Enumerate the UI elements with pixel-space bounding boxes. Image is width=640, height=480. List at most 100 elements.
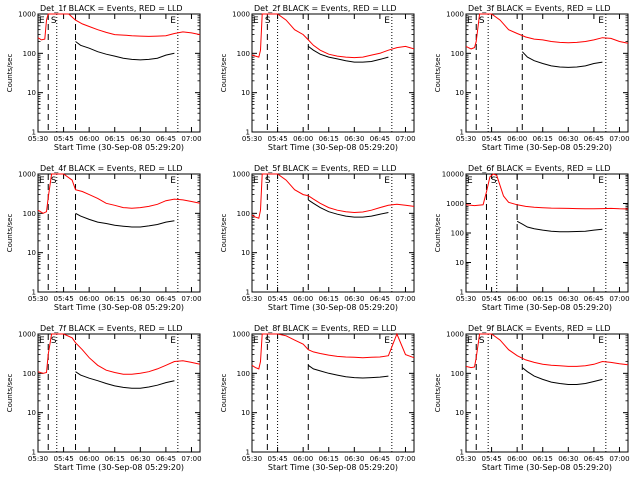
- y-tick-label: 10000: [442, 171, 464, 179]
- flag-label-s: S: [265, 336, 271, 346]
- y-tick-label: 1000: [232, 331, 250, 339]
- panel-7: Det_7f BLACK = Events, RED = LLD 1 10 100 10…: [6, 324, 202, 472]
- x-tick-label: 06:45: [370, 455, 390, 463]
- panel-2: Det_2f BLACK = Events, RED = LLD 1 10 100 10…: [220, 4, 416, 152]
- lld-series-line: [251, 332, 415, 370]
- x-tick-label: 05:45: [267, 455, 287, 463]
- y-axis-label: Counts/sec: [220, 214, 228, 253]
- lld-series-line: [465, 13, 629, 50]
- x-tick-label: 06:00: [79, 455, 99, 463]
- panel-1: Det_1f BLACK = Events, RED = LLD 1 10 100 10…: [6, 4, 202, 152]
- flag-label-s: S: [491, 176, 497, 186]
- y-tick-label: 10: [241, 249, 250, 257]
- x-tick-label: 07:00: [181, 295, 201, 303]
- y-tick-label: 10: [455, 259, 464, 267]
- y-axis-label: Counts/sec: [434, 374, 442, 413]
- y-tick-label: 10: [27, 409, 36, 417]
- y-tick-label: 100: [451, 50, 464, 58]
- y-axis-label: Counts/sec: [220, 374, 228, 413]
- lld-series-line: [37, 13, 201, 41]
- flag-label-e: E: [384, 16, 390, 26]
- x-tick-label: 05:30: [28, 135, 48, 143]
- x-tick-label: 06:30: [130, 455, 150, 463]
- panel-title: Det_9f BLACK = Events, RED = LLD: [468, 324, 611, 333]
- y-tick-label: 100: [237, 370, 250, 378]
- x-tick-label: 06:45: [156, 295, 176, 303]
- x-tick-label: 06:15: [533, 455, 553, 463]
- x-tick-label: 05:30: [456, 455, 476, 463]
- events-series-line: [521, 51, 603, 68]
- x-tick-label: 06:15: [533, 135, 553, 143]
- x-tick-label: 06:30: [344, 295, 364, 303]
- x-tick-label: 06:15: [319, 455, 339, 463]
- panel-title: Det_3f BLACK = Events, RED = LLD: [468, 4, 611, 13]
- events-series-line: [75, 371, 175, 389]
- y-tick-label: 1000: [18, 11, 36, 19]
- x-tick-label: 06:00: [507, 135, 527, 143]
- flag-label-e: E: [467, 16, 473, 26]
- x-tick-label: 06:30: [558, 135, 578, 143]
- y-tick-label: 10: [455, 409, 464, 417]
- lld-series-line: [251, 173, 415, 219]
- x-tick-label: 06:15: [319, 135, 339, 143]
- x-tick-label: 06:30: [130, 135, 150, 143]
- y-tick-label: 1: [32, 289, 36, 297]
- y-tick-label: 100: [23, 50, 36, 58]
- flag-label-e: E: [170, 336, 176, 346]
- x-axis-label: Start Time (30-Sep-08 05:29:20): [268, 463, 398, 472]
- events-series-line: [308, 45, 389, 63]
- panel-title: Det_2f BLACK = Events, RED = LLD: [254, 4, 397, 13]
- lld-series-line: [465, 173, 629, 210]
- flag-label-e: E: [384, 176, 390, 186]
- x-tick-label: 06:00: [293, 135, 313, 143]
- lld-series-line: [37, 173, 201, 214]
- events-series-line: [75, 41, 175, 61]
- flag-label-e: E: [467, 336, 473, 346]
- x-tick-label: 06:45: [584, 455, 604, 463]
- x-axis-label: Start Time (30-Sep-08 05:29:20): [54, 463, 184, 472]
- panel-5: Det_5f BLACK = Events, RED = LLD 1 10 100 10…: [220, 164, 416, 312]
- x-tick-label: 06:00: [507, 295, 527, 303]
- y-tick-label: 100: [23, 370, 36, 378]
- plot-frame: [465, 13, 629, 133]
- x-tick-label: 05:45: [267, 135, 287, 143]
- y-tick-label: 10: [27, 89, 36, 97]
- events-series-line: [516, 220, 603, 233]
- panel-4: Det_4f BLACK = Events, RED = LLD 1 10 100 10…: [6, 164, 202, 312]
- x-tick-label: 06:30: [130, 295, 150, 303]
- x-tick-label: 07:00: [181, 135, 201, 143]
- y-tick-label: 10: [241, 409, 250, 417]
- flag-label-e: E: [39, 336, 45, 346]
- flag-label-e: E: [39, 176, 45, 186]
- x-tick-label: 06:45: [156, 135, 176, 143]
- x-tick-label: 06:45: [370, 295, 390, 303]
- y-tick-label: 1000: [232, 171, 250, 179]
- y-axis-label: Counts/sec: [220, 54, 228, 93]
- x-tick-label: 07:00: [609, 135, 629, 143]
- x-tick-label: 06:00: [79, 295, 99, 303]
- x-tick-label: 05:30: [456, 135, 476, 143]
- flag-label-s: S: [51, 336, 57, 346]
- plot-frame: [251, 13, 415, 133]
- x-tick-label: 05:45: [481, 455, 501, 463]
- x-tick-label: 06:00: [507, 455, 527, 463]
- panel-title: Det_4f BLACK = Events, RED = LLD: [40, 164, 183, 173]
- y-tick-label: 100: [237, 50, 250, 58]
- flag-label-e: E: [598, 176, 604, 186]
- x-tick-label: 05:45: [481, 135, 501, 143]
- events-series-line: [308, 364, 389, 379]
- y-tick-label: 1: [460, 449, 464, 457]
- x-tick-label: 07:00: [181, 455, 201, 463]
- y-axis-label: Counts/sec: [6, 374, 14, 413]
- x-tick-label: 07:00: [395, 295, 415, 303]
- y-tick-label: 10: [455, 89, 464, 97]
- x-tick-label: 05:30: [456, 295, 476, 303]
- panel-3: Det_3f BLACK = Events, RED = LLD 1 10 100 10…: [434, 4, 630, 152]
- flag-label-s: S: [265, 176, 271, 186]
- events-series-line: [521, 367, 603, 385]
- x-tick-label: 05:45: [267, 295, 287, 303]
- plot-frame: [465, 173, 629, 293]
- x-axis-label: Start Time (30-Sep-08 05:29:20): [268, 303, 398, 312]
- lld-series-line: [37, 333, 201, 375]
- y-tick-label: 1: [32, 129, 36, 137]
